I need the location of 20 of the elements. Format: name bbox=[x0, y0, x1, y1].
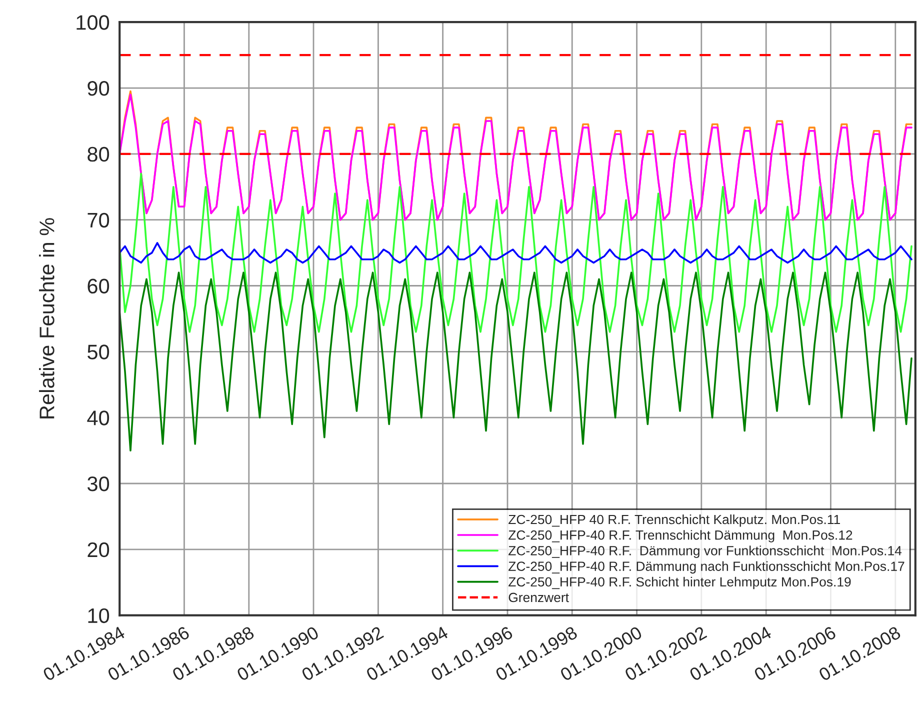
y-tick-label: 70 bbox=[88, 212, 110, 228]
y-tick-label: 40 bbox=[87, 410, 110, 426]
y-tick-label: 60 bbox=[88, 278, 110, 294]
legend-label: Grenzwert bbox=[508, 592, 569, 602]
legend-label: ZC-250_HFP-40 R.F. Trennschicht Dämmung Mon.Pos.12 bbox=[508, 530, 852, 542]
line-series bbox=[120, 272, 912, 452]
y-tick-label: 30 bbox=[88, 476, 110, 492]
y-tick-label: 10 bbox=[88, 608, 110, 624]
line-series bbox=[120, 172, 912, 333]
y-tick-label: 90 bbox=[88, 81, 110, 96]
y-tick-label: 80 bbox=[88, 146, 110, 162]
y-tick-label: 20 bbox=[88, 542, 110, 558]
line-series bbox=[120, 242, 912, 264]
legend-label: ZC-250_HFP-40 R.F. Dämmung nach Funktionsschicht Mon.Pos.17 bbox=[508, 561, 904, 574]
y-tick-label: 50 bbox=[88, 344, 110, 360]
legend-label: ZC-250_HFP-40 R.F. Dämmung vor Funktionsschicht Mon.Pos.14 bbox=[508, 546, 902, 558]
y-tick-label: 100 bbox=[76, 15, 110, 30]
legend-label: ZC-250_HFP-40 R.F. Schicht hinter Lehmputz Mon.Pos.19 bbox=[508, 576, 851, 590]
y-axis-title: Relative Feuchte in % bbox=[39, 218, 54, 418]
legend-label: ZC-250_HFP 40 R.F. Trennschicht Kalkputz. Mon.Pos.11 bbox=[508, 514, 840, 527]
